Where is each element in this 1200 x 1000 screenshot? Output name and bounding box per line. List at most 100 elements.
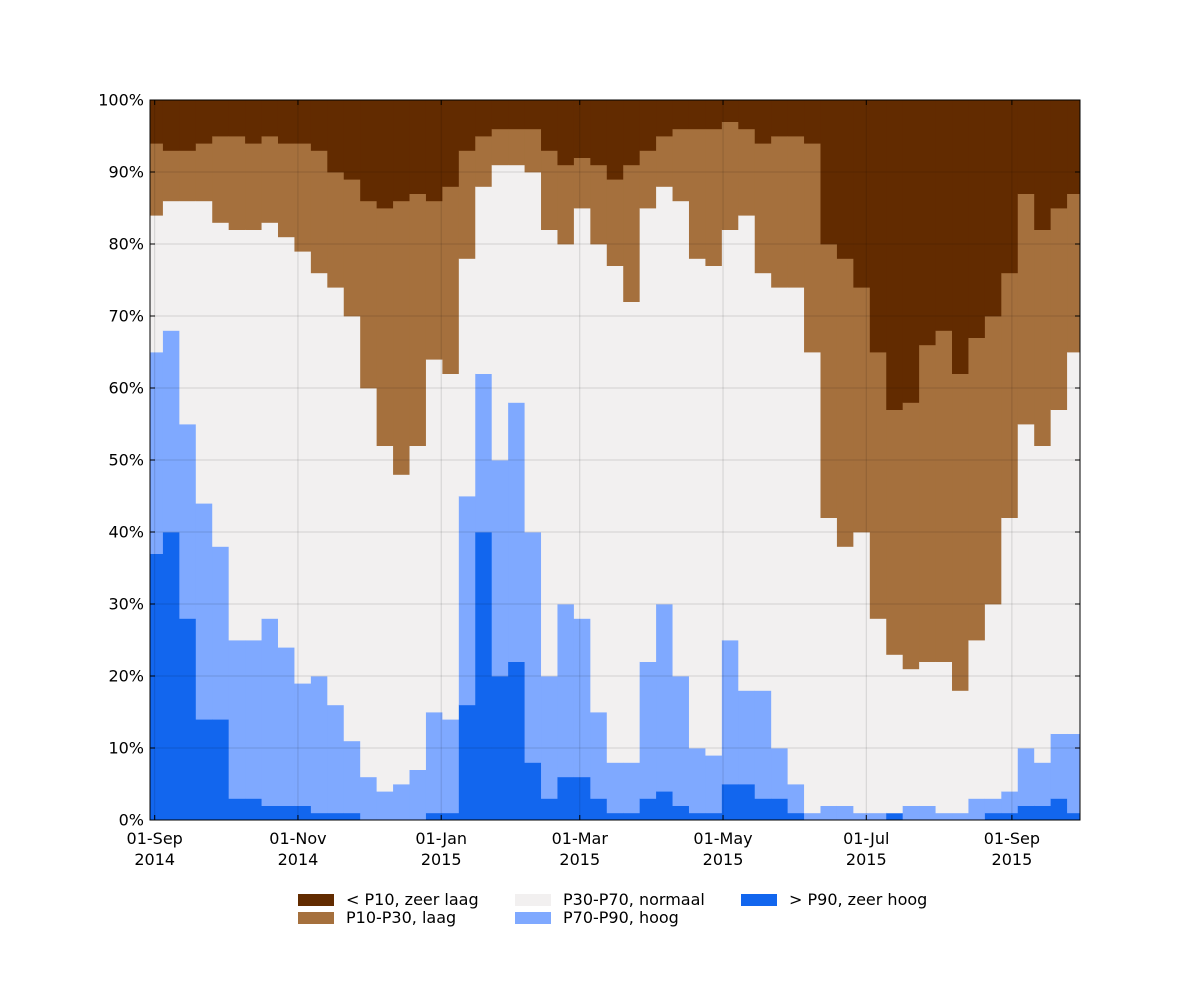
area-segment (919, 661, 937, 806)
area-segment (1067, 812, 1080, 820)
area-segment (573, 157, 591, 209)
area-segment (425, 359, 443, 713)
area-segment (475, 186, 493, 374)
area-segment (294, 251, 312, 684)
area-segment (836, 805, 854, 820)
area-segment (541, 150, 559, 230)
area-segment (771, 136, 789, 288)
y-tick-label: 0% (118, 810, 144, 830)
area-segment (919, 805, 937, 820)
area-segment (557, 776, 575, 820)
x-tick-label: 01-Sep 2014 (126, 829, 183, 869)
area-segment (639, 100, 657, 151)
area-segment (228, 640, 246, 799)
area-segment (738, 690, 756, 785)
area-segment (968, 337, 986, 641)
area-segment (327, 287, 345, 706)
area-segment (557, 244, 575, 605)
area-segment (935, 100, 953, 331)
area-segment (869, 812, 887, 820)
area-segment (343, 812, 361, 820)
area-segment (245, 100, 263, 144)
area-segment (475, 136, 493, 187)
area-segment (1050, 208, 1068, 410)
area-segment (310, 676, 328, 814)
area-segment (754, 690, 772, 799)
area-segment (458, 100, 476, 151)
area-segment (442, 812, 460, 820)
area-segment (261, 618, 279, 806)
area-segment (952, 100, 970, 374)
area-segment (150, 352, 164, 554)
legend-swatch (741, 894, 777, 906)
area-segment (524, 128, 542, 173)
area-segment (902, 402, 920, 670)
area-segment (771, 100, 789, 137)
area-segment (787, 287, 805, 785)
area-segment (376, 100, 394, 209)
area-segment (409, 445, 427, 770)
area-segment (688, 128, 707, 259)
area-segment (475, 373, 493, 533)
area-segment (688, 258, 707, 749)
area-segment (984, 100, 1002, 317)
y-tick-label: 40% (108, 522, 144, 542)
area-segment (343, 740, 361, 814)
area-segment (310, 272, 328, 677)
area-segment (212, 719, 230, 820)
area-segment (984, 316, 1002, 605)
area-segment (688, 100, 707, 130)
area-segment (771, 748, 789, 799)
area-segment (952, 812, 970, 820)
area-segment (639, 661, 657, 799)
area-segment (820, 100, 838, 245)
area-segment (606, 762, 624, 814)
area-segment (688, 812, 707, 820)
area-segment (327, 812, 345, 820)
area-segment (705, 128, 723, 266)
area-segment (573, 208, 591, 619)
area-segment (919, 344, 937, 662)
area-segment (409, 193, 427, 446)
area-segment (721, 229, 739, 641)
area-segment (541, 798, 559, 820)
area-segment (886, 812, 904, 820)
area-segment (150, 143, 164, 216)
area-segment (952, 690, 970, 814)
area-segment (508, 128, 526, 166)
area-segment (1034, 100, 1052, 230)
area-segment (541, 100, 559, 151)
area-segment (343, 179, 361, 317)
area-segment (754, 100, 772, 144)
y-tick-label: 80% (108, 234, 144, 254)
area-segment (425, 200, 443, 360)
y-tick-label: 20% (108, 666, 144, 686)
area-segment (787, 100, 805, 137)
area-segment (294, 100, 312, 144)
legend-label: P10-P30, laag (346, 908, 457, 927)
area-segment (721, 784, 739, 820)
x-tick-label: 01-May 2015 (693, 829, 753, 869)
area-segment (310, 150, 328, 274)
area-segment (606, 812, 624, 820)
area-segment (425, 712, 443, 814)
area-segment (787, 136, 805, 288)
area-segment (228, 798, 246, 820)
area-segment (245, 640, 263, 799)
area-segment (245, 143, 263, 230)
area-segment (590, 712, 608, 799)
area-segment (442, 719, 460, 814)
legend-swatch (515, 912, 551, 924)
y-tick-label: 90% (108, 162, 144, 182)
area-segment (261, 100, 279, 137)
area-segment (409, 769, 427, 820)
area-segment (310, 100, 328, 151)
area-segment (886, 654, 904, 814)
area-segment (360, 100, 378, 202)
area-segment (212, 136, 230, 223)
area-segment (606, 265, 624, 763)
area-segment (639, 798, 657, 820)
area-segment (343, 100, 361, 180)
area-segment (376, 445, 394, 792)
area-segment (294, 683, 312, 806)
